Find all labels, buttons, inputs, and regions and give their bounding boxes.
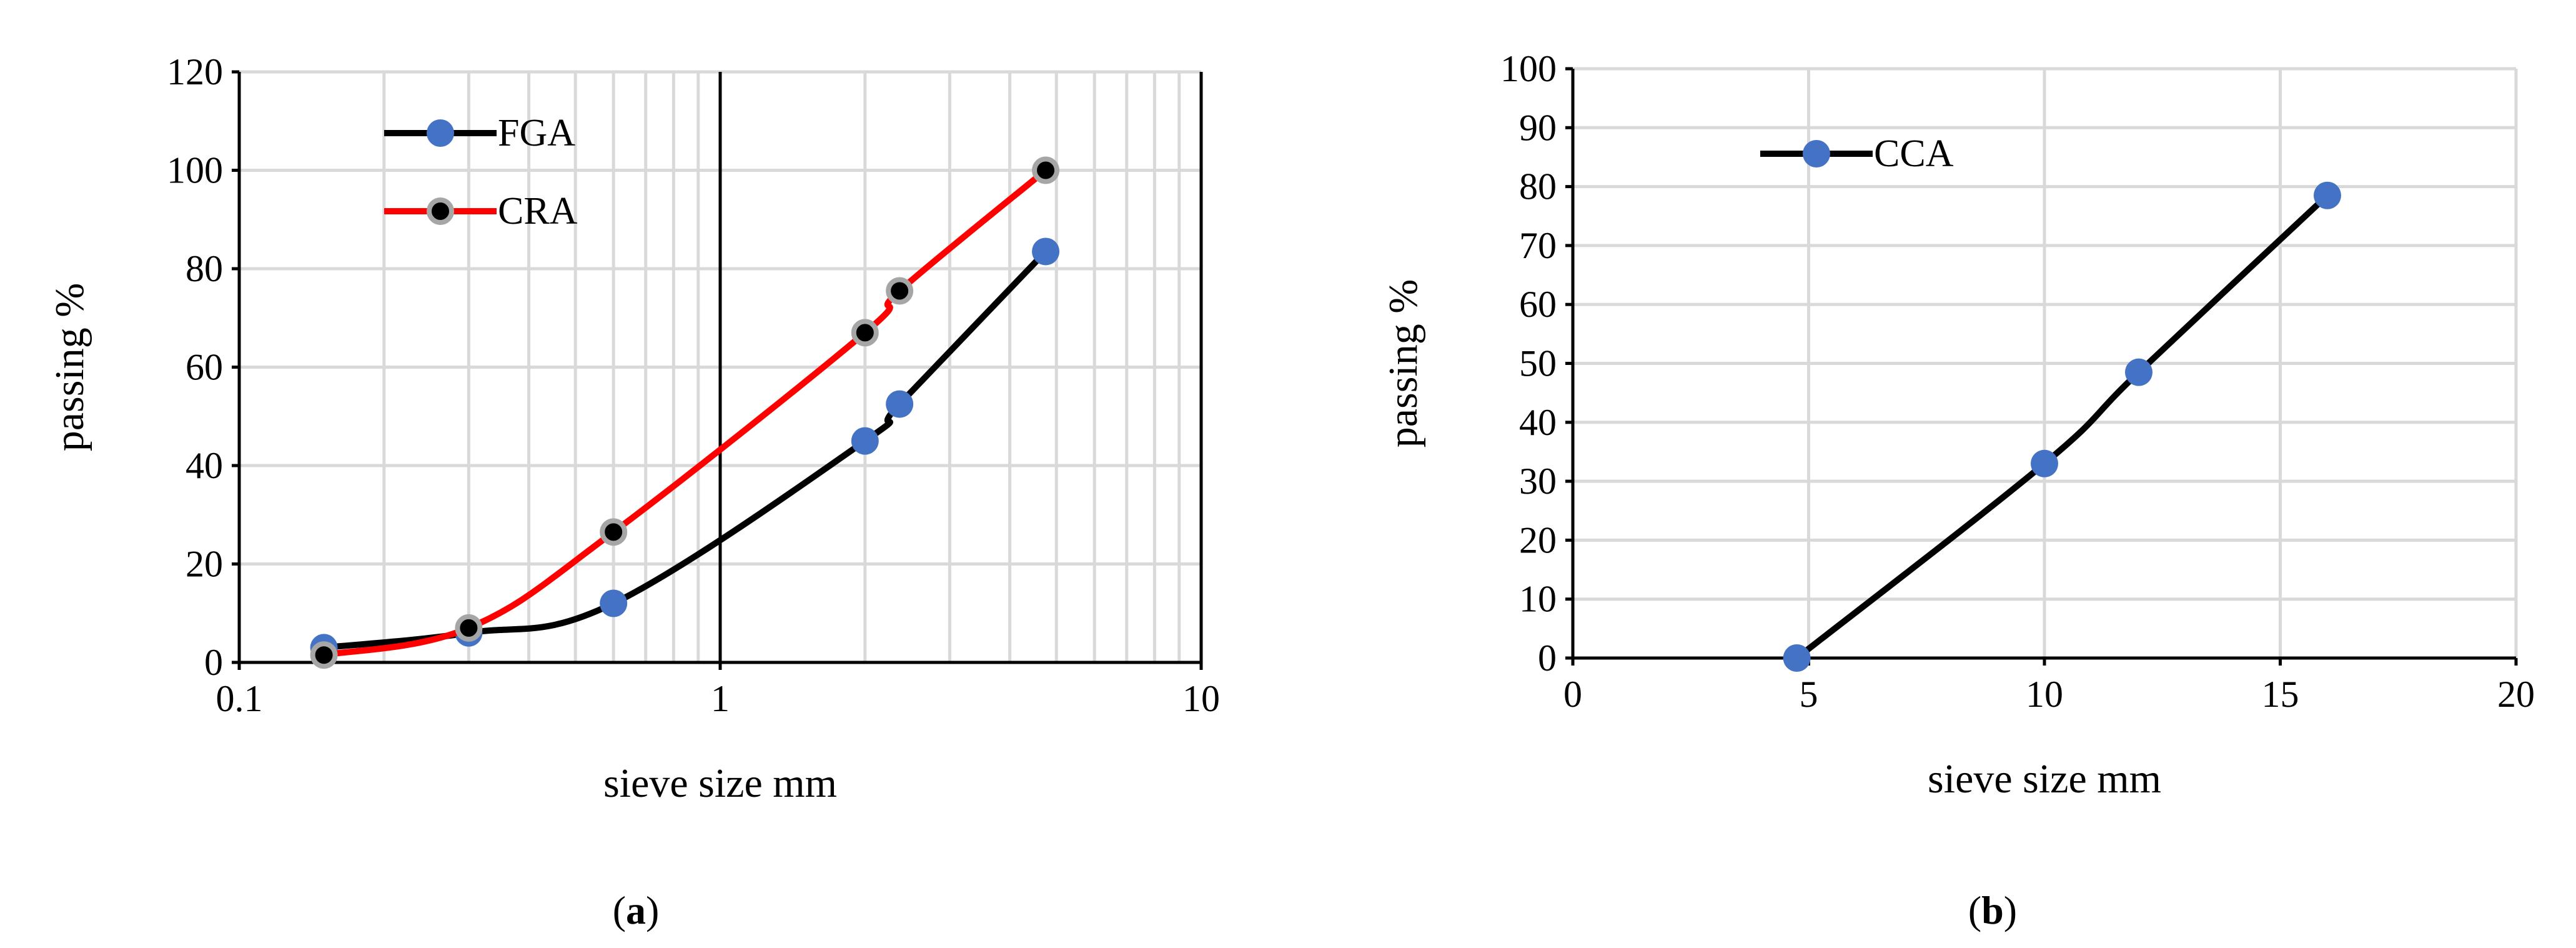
- x-axis-title: sieve size mm: [603, 761, 837, 806]
- data-point-CCA: [2314, 181, 2341, 209]
- data-point-FGA: [851, 427, 879, 455]
- series-CRA: [310, 156, 1060, 669]
- panel-label-b: (b): [1968, 888, 2018, 932]
- y-tick-label: 0: [204, 642, 223, 683]
- y-tick-label: 30: [1519, 461, 1557, 502]
- data-point-FGA: [1032, 237, 1060, 266]
- y-tick-label: 60: [1519, 284, 1557, 325]
- data-point-CRA: [455, 614, 483, 642]
- y-axis-title: passing %: [47, 283, 92, 451]
- series-FGA: [310, 237, 1060, 662]
- data-point-CRA: [600, 518, 628, 546]
- gridlines: [1573, 67, 2518, 658]
- series-line-CCA: [1795, 193, 2330, 661]
- x-tick-label: 10: [1182, 678, 1220, 719]
- y-tick-label: 40: [1519, 402, 1557, 443]
- x-axis-title: sieve size mm: [1928, 756, 2161, 802]
- y-tick-label: 0: [1538, 637, 1557, 679]
- panel-label-a: (a): [612, 888, 660, 932]
- y-tick-label: 90: [1519, 107, 1557, 148]
- legend-marker-FGA: [427, 119, 454, 147]
- y-tick-label: 100: [167, 150, 223, 191]
- x-tick-label: 0: [1563, 674, 1582, 715]
- y-tick-label: 20: [1519, 519, 1557, 561]
- data-point-CRA: [310, 641, 338, 669]
- legend-label-CRA: CRA: [498, 190, 578, 232]
- y-tick-label: 120: [167, 51, 223, 92]
- series-line-CRA: [323, 167, 1048, 659]
- data-point-CCA: [2031, 449, 2058, 477]
- chart-a: 0 20 40 60 80 100 120 0.1 1 10 sieve size mm passin…: [47, 51, 1220, 806]
- legend: CCA: [1760, 132, 1954, 175]
- x-tick-label: 20: [2497, 674, 2535, 715]
- legend-marker-CRA: [427, 197, 454, 225]
- data-point-CCA: [1783, 644, 1811, 672]
- series-line-FGA: [324, 249, 1048, 651]
- legend-marker-CCA: [1803, 140, 1830, 167]
- y-tick-label: 100: [1500, 48, 1557, 89]
- y-tick-label: 40: [186, 445, 223, 486]
- y-tick-label: 70: [1519, 225, 1557, 266]
- y-tick-label: 80: [1519, 166, 1557, 207]
- x-tick-label: 5: [1800, 674, 1818, 715]
- y-axis-title: passing %: [1380, 279, 1426, 447]
- data-point-CCA: [2125, 358, 2152, 386]
- y-tick-label: 60: [186, 347, 223, 388]
- data-point-FGA: [600, 589, 628, 617]
- data-point-CRA: [851, 319, 879, 347]
- x-tick-label: 1: [711, 678, 730, 719]
- y-tick-label: 20: [186, 544, 223, 585]
- x-tick-label: 10: [2026, 674, 2063, 715]
- chart-b: 0 10 20 30 40 50 60 70 80 90 100 0 5 10 15 20 sieve size…: [1380, 48, 2535, 802]
- legend: FGA CRA: [384, 112, 578, 232]
- data-point-CRA: [1032, 156, 1060, 184]
- y-tick-label: 50: [1519, 343, 1557, 384]
- legend-label-FGA: FGA: [498, 112, 575, 154]
- x-tick-label: 0.1: [216, 678, 263, 719]
- series-CCA: [1783, 181, 2341, 672]
- data-point-CRA: [886, 277, 914, 305]
- y-tick-label: 10: [1519, 579, 1557, 620]
- x-tick-label: 15: [2262, 674, 2299, 715]
- y-tick-label: 80: [186, 248, 223, 289]
- gridlines: [239, 70, 1203, 662]
- data-point-FGA: [886, 390, 914, 418]
- legend-label-CCA: CCA: [1874, 132, 1954, 175]
